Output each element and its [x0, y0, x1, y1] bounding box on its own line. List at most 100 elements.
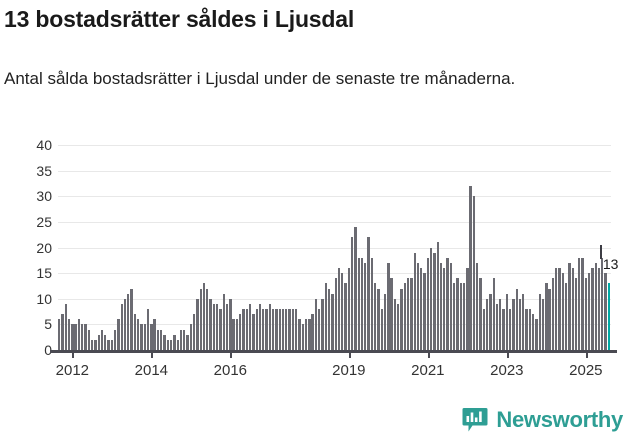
- bar: [469, 186, 472, 350]
- bar: [160, 329, 163, 350]
- bar: [262, 309, 265, 350]
- bar: [248, 303, 252, 350]
- x-axis-baseline: [50, 350, 617, 353]
- bar: [413, 252, 416, 350]
- bar: [476, 262, 479, 350]
- bar: [281, 309, 285, 350]
- x-axis-tick-mark: [427, 350, 430, 358]
- bar: [74, 324, 77, 350]
- bar: [505, 293, 509, 350]
- bar: [410, 278, 413, 350]
- bar: [525, 309, 528, 350]
- bar: [150, 324, 153, 350]
- bar: [561, 273, 564, 350]
- bar: [568, 262, 571, 350]
- bar: [423, 273, 426, 350]
- x-axis-tick-mark: [230, 350, 233, 358]
- bar: [232, 319, 235, 350]
- bar: [594, 262, 597, 350]
- bar: [522, 293, 525, 350]
- gridline: [58, 170, 611, 172]
- bar: [472, 196, 476, 350]
- bar: [61, 314, 64, 350]
- chart-plot-wrapper: 0 5 10 15 20 25 30 35 40 13 2012 2014 2016 2019 2021…: [0, 137, 631, 390]
- gridline: [58, 273, 611, 275]
- bar: [67, 319, 71, 350]
- bar: [357, 257, 360, 350]
- bar: [406, 278, 410, 350]
- bar: [528, 309, 532, 350]
- bar: [166, 339, 169, 350]
- bar: [387, 262, 390, 350]
- bar: [219, 309, 222, 350]
- bar: [443, 268, 446, 350]
- x-axis-tick-mark: [585, 350, 588, 358]
- bar: [403, 283, 406, 350]
- bar: [584, 278, 588, 350]
- bar: [242, 309, 245, 350]
- bar: [341, 273, 344, 350]
- bar: [311, 314, 314, 350]
- bar: [291, 309, 295, 350]
- bar: [288, 309, 291, 350]
- y-axis-tick-label: 0: [44, 342, 52, 358]
- bar: [137, 319, 140, 350]
- bar: [229, 298, 232, 350]
- bar: [354, 227, 357, 350]
- bar: [327, 288, 331, 350]
- bar: [64, 303, 67, 350]
- bar: [120, 303, 123, 350]
- bar: [578, 257, 581, 350]
- bar: [298, 319, 301, 350]
- bar: [535, 319, 538, 350]
- bar: [324, 283, 327, 350]
- bar: [179, 329, 183, 350]
- bar: [502, 309, 505, 350]
- bar: [209, 298, 212, 350]
- bar: [308, 319, 311, 350]
- bar: [321, 298, 324, 350]
- bar: [255, 309, 258, 350]
- bar: [433, 252, 436, 350]
- bar: [235, 319, 239, 350]
- bar: [278, 309, 281, 350]
- bar: [318, 309, 321, 350]
- bar: [555, 268, 558, 350]
- bar: [538, 293, 541, 350]
- bar: [360, 257, 364, 350]
- bar: [449, 262, 453, 350]
- bar: [206, 288, 209, 350]
- bar: [331, 293, 334, 350]
- y-axis-tick-label: 10: [36, 290, 52, 307]
- bar: [265, 309, 268, 350]
- bar: [225, 303, 229, 350]
- annotation-value-label: 13: [602, 256, 619, 273]
- bar: [94, 339, 97, 350]
- bar: [564, 283, 568, 350]
- annotation-leader-line: [599, 245, 602, 260]
- x-axis-tick-mark: [348, 350, 351, 358]
- bar: [462, 283, 466, 350]
- bar: [499, 298, 502, 350]
- bar: [400, 288, 403, 350]
- bar: [436, 242, 439, 350]
- bar: [453, 283, 456, 350]
- bar: [199, 288, 202, 350]
- bar: [541, 298, 545, 350]
- bar: [601, 257, 604, 350]
- y-axis-tick-label: 30: [36, 188, 52, 205]
- bar: [574, 278, 578, 350]
- x-axis-tick-label: 2012: [55, 362, 90, 379]
- bar: [176, 339, 179, 350]
- bar: [107, 339, 110, 350]
- bar: [482, 309, 485, 350]
- bar: [350, 237, 354, 350]
- bar: [58, 319, 61, 350]
- x-axis: 2012 2014 2016 2019 2021 2023 2025: [56, 350, 611, 379]
- bar: [100, 329, 104, 350]
- bar: [485, 298, 489, 350]
- bar: [130, 288, 133, 350]
- bar: [545, 283, 548, 350]
- bar: [258, 303, 262, 350]
